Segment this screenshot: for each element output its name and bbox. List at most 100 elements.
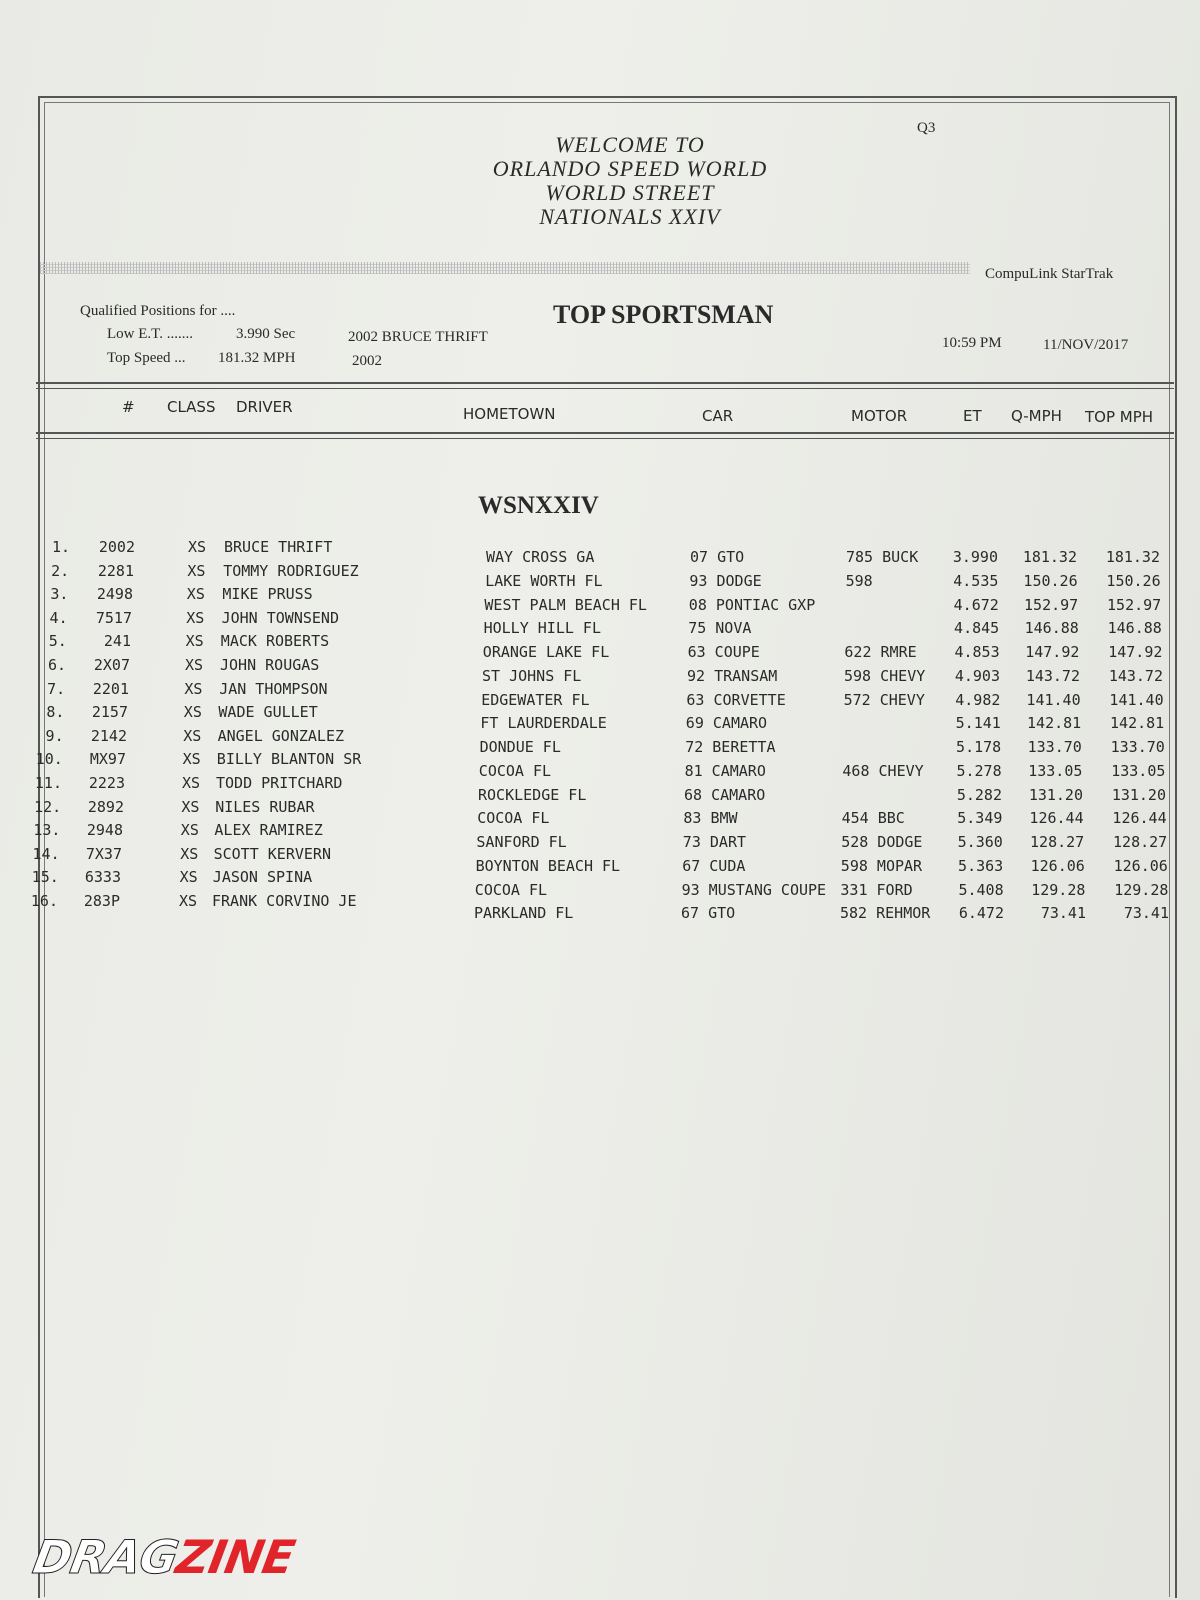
cell-topmph: 128.27	[1113, 833, 1168, 851]
cell-driver: WADE GULLET	[218, 703, 318, 722]
cell-hometown: COCOA FL	[474, 880, 548, 899]
cell-car: 92 TRANSAM	[687, 666, 778, 685]
cell-car-number: 2002	[98, 538, 135, 556]
qualified-label: Qualified Positions for ....	[80, 303, 236, 319]
cell-class: XS	[186, 608, 205, 627]
print-date: 11/NOV/2017	[1043, 337, 1129, 353]
cell-position: 8.	[46, 703, 65, 722]
cell-hometown: ROCKLEDGE FL	[478, 785, 587, 804]
cell-position: 1.	[51, 538, 70, 556]
cell-qmph: 133.70	[1027, 738, 1082, 756]
cell-class: XS	[185, 656, 204, 674]
cell-hometown: ORANGE LAKE FL	[482, 643, 610, 661]
welcome-line: NATIONALS XXIV	[539, 204, 721, 229]
cell-position: 2.	[51, 561, 70, 580]
cell-car: 73 DART	[682, 833, 747, 851]
cell-driver: MIKE PRUSS	[222, 585, 313, 604]
col-header-driver: DRIVER	[236, 398, 293, 416]
low-et-label: Low E.T. .......	[107, 326, 193, 342]
group-title: WSNXXIV	[478, 492, 599, 519]
cell-et: 5.178	[956, 738, 1002, 756]
cell-car: 69 CAMARO	[685, 714, 768, 733]
col-header-topmph: TOP MPH	[1085, 408, 1154, 426]
cell-topmph: 133.70	[1110, 738, 1165, 756]
welcome-banner: WELCOME TO ORLANDO SPEED WORLD WORLD STR…	[470, 133, 790, 229]
cell-class: XS	[179, 868, 198, 887]
cell-car: 81 CAMARO	[684, 761, 766, 780]
cell-motor: 454 BBC	[841, 809, 905, 828]
cell-driver: TODD PRITCHARD	[216, 774, 343, 792]
cell-hometown: HOLLY HILL FL	[483, 619, 601, 638]
cell-position: 12.	[34, 797, 62, 816]
cell-position: 4.	[49, 608, 68, 627]
cell-car-number: 6333	[84, 868, 121, 887]
cell-qmph: 131.20	[1028, 785, 1083, 804]
cell-driver: MACK ROBERTS	[220, 632, 330, 651]
cell-hometown: DONDUE FL	[479, 738, 561, 756]
cell-et: 3.990	[952, 548, 998, 566]
divider	[36, 382, 1174, 384]
cell-et: 4.535	[953, 571, 999, 590]
cell-class: XS	[187, 561, 206, 580]
cell-qmph: 150.26	[1023, 571, 1078, 590]
cell-car: 67 CUDA	[682, 856, 746, 875]
cell-class: XS	[179, 892, 198, 910]
cell-car-number: 2498	[96, 585, 133, 604]
dragzine-logo: DRAGZINE	[29, 1530, 299, 1585]
cell-et: 4.853	[954, 643, 1000, 661]
col-header-car: CAR	[702, 407, 734, 425]
cell-car-number: 2892	[87, 797, 124, 816]
cell-hometown: LAKE WORTH FL	[485, 571, 603, 590]
cell-et: 4.903	[954, 666, 1000, 685]
cell-et: 5.408	[958, 880, 1004, 899]
divider	[36, 432, 1174, 434]
cell-topmph: 143.72	[1108, 666, 1163, 685]
col-header-motor: MOTOR	[851, 407, 908, 425]
cell-car-number: 7X37	[85, 844, 122, 863]
cell-topmph: 73.41	[1123, 904, 1169, 923]
cell-position: 16.	[30, 892, 58, 910]
cell-class: XS	[188, 538, 207, 556]
cell-car-number: 2223	[88, 774, 125, 792]
col-header-et: ET	[963, 407, 982, 425]
cell-qmph: 129.28	[1031, 880, 1086, 899]
col-header-qmph: Q-MPH	[1011, 407, 1062, 425]
cell-topmph: 129.28	[1114, 880, 1169, 899]
cell-qmph: 126.06	[1030, 856, 1085, 875]
cell-car-number: 7517	[95, 608, 132, 627]
cell-et: 4.982	[955, 690, 1001, 709]
page-border	[38, 96, 1177, 1598]
cell-qmph: 152.97	[1024, 595, 1079, 614]
cell-et: 5.141	[955, 714, 1001, 733]
cell-qmph: 147.92	[1025, 643, 1080, 661]
cell-qmph: 128.27	[1030, 833, 1085, 851]
cell-motor: 331 FORD	[840, 880, 913, 899]
cell-car: 83 BMW	[683, 809, 738, 828]
welcome-line: WORLD STREET	[545, 180, 715, 205]
cell-motor: 528 DODGE	[841, 833, 923, 851]
cell-car-number: 283P	[83, 892, 120, 910]
cell-class: XS	[182, 750, 201, 769]
cell-topmph: 126.06	[1113, 856, 1168, 875]
cell-motor: 598 CHEVY	[844, 666, 926, 685]
cell-hometown: SANFORD FL	[476, 833, 567, 851]
cell-qmph: 73.41	[1040, 904, 1086, 923]
cell-driver: BRUCE THRIFT	[224, 538, 333, 556]
divider	[36, 438, 1174, 439]
top-speed-value: 181.32 MPH	[218, 350, 296, 366]
cell-position: 14.	[32, 844, 60, 863]
cell-class: XS	[186, 585, 205, 604]
cell-topmph: 126.44	[1112, 809, 1167, 828]
cell-driver: FRANK CORVINO JE	[212, 892, 357, 910]
cell-motor: 622 RMRE	[844, 643, 917, 661]
cell-motor: 572 CHEVY	[843, 690, 925, 709]
cell-car-number: 2948	[86, 821, 123, 840]
cell-car-number: 241	[103, 632, 131, 651]
cell-et: 5.363	[958, 856, 1004, 875]
cell-car: 68 CAMARO	[684, 785, 766, 804]
cell-driver: JOHN TOWNSEND	[221, 608, 339, 627]
print-time: 10:59 PM	[942, 335, 1002, 351]
cell-position: 7.	[47, 679, 66, 698]
cell-car: 63 COUPE	[687, 643, 760, 661]
